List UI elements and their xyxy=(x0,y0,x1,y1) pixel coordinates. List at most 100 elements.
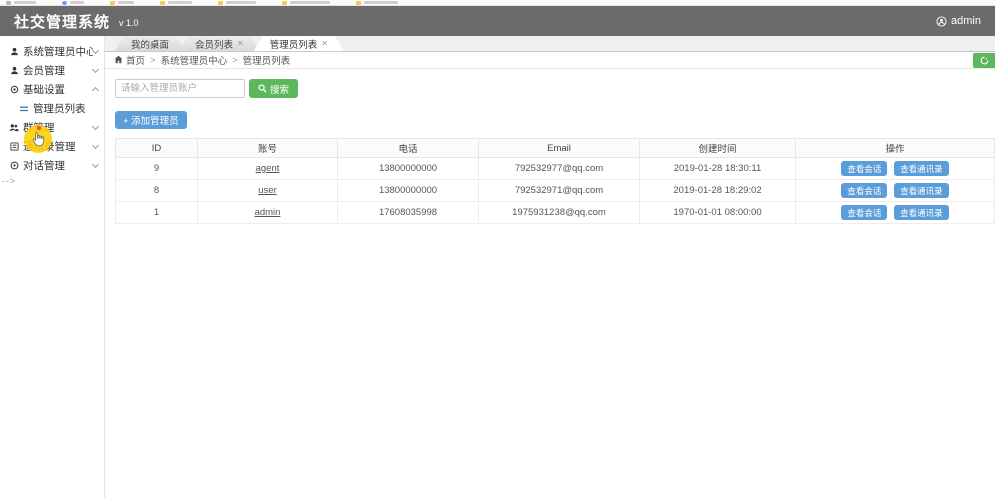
view-contacts-button[interactable]: 查看通讯录 xyxy=(894,183,949,198)
sidebar-item-label: 群管理 xyxy=(23,122,55,134)
bookmark-item[interactable] xyxy=(218,0,256,5)
sidebar-item-admin-list[interactable]: 管理员列表 xyxy=(0,99,104,118)
app-title: 社交管理系统 xyxy=(14,13,111,31)
sidebar-item-label: 会员管理 xyxy=(23,65,65,77)
bookmarks-bar xyxy=(0,0,995,6)
gear-icon xyxy=(8,85,20,94)
breadcrumb-separator: > xyxy=(232,54,238,66)
contacts-icon xyxy=(8,142,20,151)
search-icon xyxy=(258,84,267,93)
tab-bar: 我的桌面 会员列表 ✕ 管理员列表 ✕ xyxy=(105,36,995,52)
tab-label: 我的桌面 xyxy=(131,39,170,51)
chat-icon xyxy=(8,161,20,170)
view-contacts-button[interactable]: 查看通讯录 xyxy=(894,161,949,176)
cell-account: agent xyxy=(197,157,338,180)
cell-created: 2019-01-28 18:29:02 xyxy=(639,179,796,202)
bookmark-item[interactable] xyxy=(356,0,398,5)
cell-id: 9 xyxy=(115,157,198,180)
bookmark-item[interactable] xyxy=(6,0,36,5)
search-button[interactable]: 搜索 xyxy=(249,79,299,98)
user-icon xyxy=(8,47,20,56)
admin-table: ID 账号 电话 Email 创建时间 操作 9 agent 138000000… xyxy=(115,138,995,224)
sidebar-item-label: 对话管理 xyxy=(23,160,65,172)
cell-created: 2019-01-28 18:30:11 xyxy=(639,157,796,180)
breadcrumb-separator: > xyxy=(150,54,156,66)
cell-id: 8 xyxy=(115,179,198,202)
tab-admin-list[interactable]: 管理员列表 ✕ xyxy=(254,36,344,51)
user-menu[interactable]: admin xyxy=(936,15,981,27)
sidebar-item-system-admin-center[interactable]: 系统管理员中心 xyxy=(0,42,104,61)
tab-member-list[interactable]: 会员列表 ✕ xyxy=(179,36,260,51)
table-header-row: ID 账号 电话 Email 创建时间 操作 xyxy=(115,138,995,158)
bookmark-item[interactable] xyxy=(62,0,84,5)
username: admin xyxy=(951,15,981,27)
chevron-up-icon xyxy=(91,86,100,95)
tab-label: 会员列表 xyxy=(195,39,234,51)
chevron-down-icon xyxy=(91,65,100,74)
column-header-actions: 操作 xyxy=(795,138,995,158)
cell-actions: 查看会话 查看通讯录 xyxy=(795,157,995,180)
cell-created: 1970-01-01 08:00:00 xyxy=(639,201,796,224)
sidebar-item-contacts-management[interactable]: 通讯录管理 xyxy=(0,137,104,156)
chevron-down-icon xyxy=(91,141,100,150)
search-button-label: 搜索 xyxy=(270,84,290,96)
search-input[interactable] xyxy=(115,79,245,98)
sidebar-item-conversation-management[interactable]: 对话管理 xyxy=(0,156,104,175)
cell-account: admin xyxy=(197,201,338,224)
chevron-down-icon xyxy=(91,46,100,55)
sidebar-item-label: 管理员列表 xyxy=(33,103,86,115)
view-conversation-button[interactable]: 查看会话 xyxy=(841,205,888,220)
sidebar-item-member-management[interactable]: 会员管理 xyxy=(0,61,104,80)
close-icon[interactable]: ✕ xyxy=(321,39,328,48)
cell-phone: 17608035998 xyxy=(337,201,479,224)
app-header: 社交管理系统 v 1.0 admin xyxy=(0,6,995,36)
sidebar-item-basic-settings[interactable]: 基础设置 xyxy=(0,80,104,99)
account-link[interactable]: agent xyxy=(255,163,280,174)
cell-email: 792532977@qq.com xyxy=(478,157,640,180)
view-conversation-button[interactable]: 查看会话 xyxy=(841,161,888,176)
group-icon xyxy=(8,123,20,132)
breadcrumb-admin-center[interactable]: 系统管理员中心 xyxy=(160,56,228,67)
breadcrumb-admin-list: 管理员列表 xyxy=(242,56,291,67)
view-conversation-button[interactable]: 查看会话 xyxy=(841,183,888,198)
column-header-phone: 电话 xyxy=(337,138,479,158)
column-header-id: ID xyxy=(115,138,198,158)
table-row: 1 admin 17608035998 1975931238@qq.com 19… xyxy=(115,201,995,224)
cell-email: 1975931238@qq.com xyxy=(478,201,640,224)
view-contacts-button[interactable]: 查看通讯录 xyxy=(894,205,949,220)
table-row: 8 user 13800000000 792532971@qq.com 2019… xyxy=(115,179,995,202)
table-row: 9 agent 13800000000 792532977@qq.com 201… xyxy=(115,157,995,180)
page-body: 搜索 + 添加管理员 ID 账号 电话 Email 创建时间 操作 xyxy=(105,69,995,498)
column-header-email: Email xyxy=(478,138,640,158)
cell-account: user xyxy=(197,179,338,202)
close-icon[interactable]: ✕ xyxy=(237,39,244,48)
chevron-down-icon xyxy=(91,122,100,131)
sidebar-item-group-management[interactable]: 群管理 xyxy=(0,118,104,137)
breadcrumb: 首页 > 系统管理员中心 > 管理员列表 xyxy=(105,52,995,69)
bookmark-item[interactable] xyxy=(160,0,192,5)
refresh-button[interactable] xyxy=(973,53,995,68)
bookmark-item[interactable] xyxy=(110,0,134,5)
sidebar-item-label: 基础设置 xyxy=(23,84,65,96)
cell-actions: 查看会话 查看通讯录 xyxy=(795,179,995,202)
tab-my-desktop[interactable]: 我的桌面 xyxy=(115,36,185,51)
sidebar-collapse-marker[interactable]: --> xyxy=(2,176,17,186)
sidebar: 系统管理员中心 会员管理 基础设置 管理员列表 群管理 通讯录管理 xyxy=(0,36,105,498)
cell-phone: 13800000000 xyxy=(337,157,479,180)
bookmark-item[interactable] xyxy=(282,0,330,5)
column-header-created: 创建时间 xyxy=(639,138,796,158)
add-admin-button[interactable]: + 添加管理员 xyxy=(115,111,187,129)
home-icon xyxy=(114,55,123,64)
account-link[interactable]: admin xyxy=(254,207,281,218)
user-circle-icon xyxy=(936,15,947,27)
user-icon xyxy=(8,66,20,75)
cell-id: 1 xyxy=(115,201,198,224)
account-link[interactable]: user xyxy=(258,185,277,196)
sidebar-item-label: 系统管理员中心 xyxy=(23,46,93,58)
cell-actions: 查看会话 查看通讯录 xyxy=(795,201,995,224)
chevron-down-icon xyxy=(91,160,100,169)
refresh-icon xyxy=(980,56,989,65)
list-icon xyxy=(20,105,30,113)
tab-label: 管理员列表 xyxy=(269,39,318,51)
breadcrumb-home[interactable]: 首页 xyxy=(126,56,146,67)
